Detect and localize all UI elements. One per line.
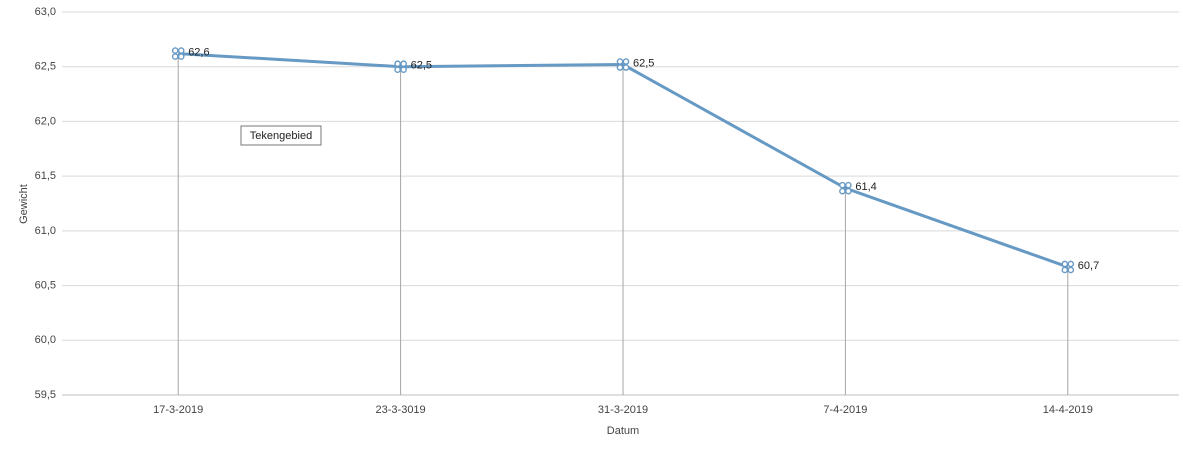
y-tick-label: 62,5 [35, 61, 56, 73]
y-tick-label: 59,5 [35, 389, 56, 401]
marker-part [1061, 260, 1069, 268]
data-label: 61,4 [855, 181, 876, 193]
y-tick-label: 62,0 [35, 115, 56, 127]
marker [839, 181, 852, 195]
marker-part [1067, 260, 1075, 268]
marker-part [622, 58, 630, 65]
marker-part [1067, 266, 1075, 274]
x-axis-label: Datum [607, 425, 639, 437]
marker-part [839, 187, 846, 195]
y-tick-label: 61,5 [35, 170, 56, 182]
y-axis-label: Gewicht [18, 184, 30, 224]
marker-part [394, 60, 401, 68]
tooltip-box [240, 125, 322, 146]
marker-part [171, 53, 179, 60]
data-label: 60,7 [1078, 260, 1099, 272]
marker-part [400, 66, 407, 74]
marker-part [177, 47, 185, 54]
data-label: 62,5 [411, 60, 432, 72]
marker-part [616, 58, 624, 65]
data-label: 62,6 [188, 46, 209, 58]
tooltip-text: Tekengebied [250, 130, 312, 142]
x-tick-label: 14-4-2019 [1043, 404, 1093, 416]
marker-part [845, 187, 852, 195]
marker-part [839, 181, 846, 189]
y-tick-label: 63,0 [35, 6, 56, 18]
marker [616, 58, 630, 71]
marker-part [400, 60, 407, 68]
marker [1061, 260, 1075, 274]
series-line [178, 52, 1069, 269]
marker [171, 47, 185, 60]
x-tick-label: 17-3-2019 [153, 404, 203, 416]
data-label: 62,5 [633, 57, 654, 69]
marker-part [177, 53, 185, 60]
y-tick-label: 60,0 [35, 334, 56, 346]
marker-part [1061, 266, 1069, 274]
y-tick-label: 61,0 [35, 225, 56, 237]
marker-part [845, 181, 852, 189]
x-tick-label: 31-3-2019 [598, 404, 648, 416]
marker-part [622, 64, 630, 71]
tooltip: Tekengebied [240, 125, 322, 146]
x-tick-label: 7-4-2019 [823, 404, 867, 416]
x-tick-label: 23-3-3019 [376, 404, 426, 416]
marker [394, 60, 407, 74]
marker-part [394, 66, 401, 74]
marker-part [616, 64, 624, 71]
y-tick-label: 60,5 [35, 279, 56, 291]
marker-part [171, 47, 179, 54]
